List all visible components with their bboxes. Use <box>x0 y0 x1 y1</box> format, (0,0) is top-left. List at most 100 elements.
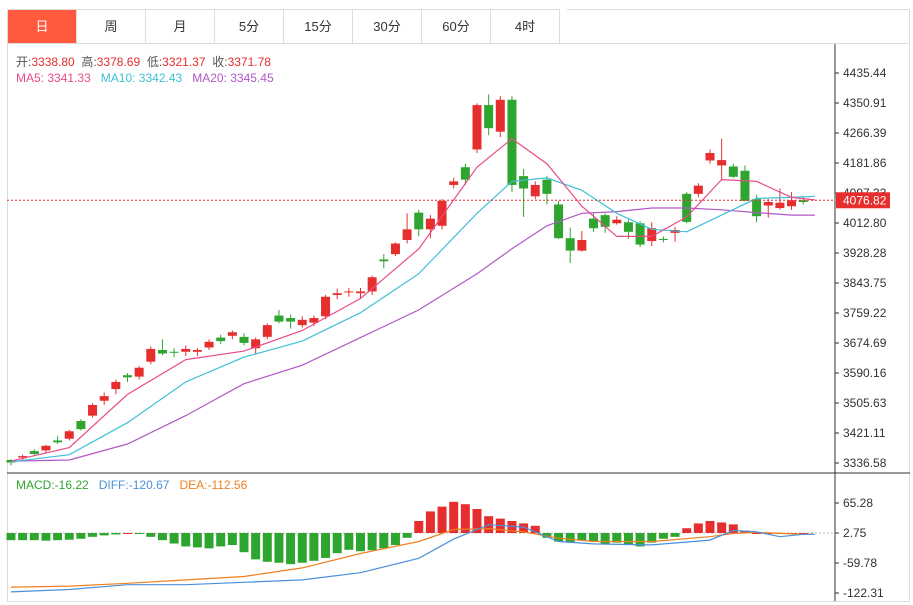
candle-body <box>635 223 645 245</box>
ma5-line <box>10 138 815 462</box>
high-value: 3378.69 <box>96 55 141 69</box>
macd-bar <box>670 533 680 537</box>
macd-info: MACD:-16.22 DIFF:-120.67 DEA:-112.56 <box>16 478 247 492</box>
candle-body <box>41 445 51 451</box>
tab-7[interactable]: 4时 <box>491 10 560 43</box>
price-tick-label: 3928.28 <box>843 246 887 260</box>
chart-frame <box>7 43 910 602</box>
candle-body <box>123 375 132 378</box>
macd-value: -16.22 <box>54 478 89 492</box>
price-tick-label: 4181.86 <box>843 156 887 170</box>
candle-body <box>589 218 598 229</box>
tab-1[interactable]: 周 <box>77 10 146 43</box>
candle-body <box>274 315 284 322</box>
macd-bar <box>286 533 296 565</box>
macd-bar <box>682 528 692 533</box>
price-tick-label: 4435.44 <box>843 66 887 80</box>
last-price-badge <box>836 192 890 209</box>
candle-body <box>134 367 144 377</box>
candle-body <box>495 99 505 132</box>
tab-3[interactable]: 5分 <box>215 10 284 43</box>
macd-label: MACD: <box>16 478 55 492</box>
ma-info: MA5: 3341.33 MA10: 3342.43 MA20: 3345.45 <box>16 71 274 85</box>
candle-body <box>752 199 762 217</box>
candle-body <box>414 212 424 230</box>
dea-label: DEA: <box>179 478 208 492</box>
price-tick-label: 4266.39 <box>843 126 887 140</box>
candle-body <box>321 296 331 317</box>
candle-body <box>658 238 668 240</box>
macd-bar <box>507 521 517 533</box>
macd-bar <box>6 533 16 541</box>
macd-bar <box>449 501 459 533</box>
macd-bar <box>425 511 435 533</box>
candle-body <box>344 291 354 293</box>
tab-5[interactable]: 30分 <box>353 10 422 43</box>
candle-body <box>262 325 272 337</box>
candle-body <box>565 238 575 251</box>
macd-bar <box>192 533 202 548</box>
macd-bar <box>88 533 98 537</box>
ma5-value: 3341.33 <box>47 71 91 85</box>
candle-body <box>18 456 28 458</box>
candle-body <box>402 229 412 240</box>
candle-body <box>623 222 633 232</box>
macd-bar <box>321 533 331 558</box>
candle-body <box>612 219 622 224</box>
candle-body <box>542 179 552 194</box>
candle-body <box>29 451 39 454</box>
macd-bar <box>99 533 109 536</box>
tab-4[interactable]: 15分 <box>284 10 353 43</box>
tab-6[interactable]: 60分 <box>422 10 491 43</box>
macd-bar <box>29 533 39 541</box>
candle-body <box>787 200 797 207</box>
macd-bar <box>647 533 657 543</box>
candle-body <box>76 420 86 430</box>
macd-bar <box>635 533 645 547</box>
macd-tick-label: -122.31 <box>843 586 884 600</box>
macd-tick-label: -59.78 <box>843 556 877 570</box>
low-value: 3321.37 <box>162 55 206 69</box>
low-label: 低: <box>146 55 163 69</box>
macd-bar <box>134 533 144 534</box>
macd-bar <box>309 533 319 561</box>
candle-body <box>192 349 202 352</box>
candle-body <box>204 341 214 348</box>
macd-bar <box>600 533 610 544</box>
macd-bar <box>262 533 272 562</box>
candle-body <box>437 200 447 226</box>
macd-bar <box>414 521 424 533</box>
candle-body <box>519 176 529 189</box>
macd-bar <box>752 533 762 534</box>
candle-body <box>740 170 750 201</box>
macd-bar <box>693 523 703 533</box>
candle-body <box>286 318 296 322</box>
price-tick-label: 3674.69 <box>843 336 887 350</box>
candle-body <box>239 336 249 343</box>
macd-bar <box>53 533 63 541</box>
macd-bar <box>379 533 389 549</box>
ma20-label: MA20: <box>192 71 227 85</box>
close-label: 收: <box>212 55 228 69</box>
macd-bar <box>157 533 167 541</box>
macd-bar <box>460 504 470 533</box>
candle-body <box>460 167 470 180</box>
candle-body <box>181 348 191 352</box>
candle-body <box>763 201 773 206</box>
candle-body <box>449 181 459 185</box>
candle-body <box>484 105 494 129</box>
tab-2[interactable]: 月 <box>146 10 215 43</box>
macd-bar <box>367 533 377 551</box>
candle-body <box>356 291 365 294</box>
candle-body <box>728 166 738 177</box>
macd-bar <box>297 533 307 563</box>
tab-0[interactable]: 日 <box>8 10 77 43</box>
macd-bar <box>589 533 598 542</box>
diff-label: DIFF: <box>98 478 129 492</box>
macd-bar <box>344 533 354 550</box>
price-tick-label: 4350.91 <box>843 96 887 110</box>
candle-body <box>507 99 517 185</box>
candle-body <box>472 105 482 150</box>
candle-body <box>367 277 377 292</box>
